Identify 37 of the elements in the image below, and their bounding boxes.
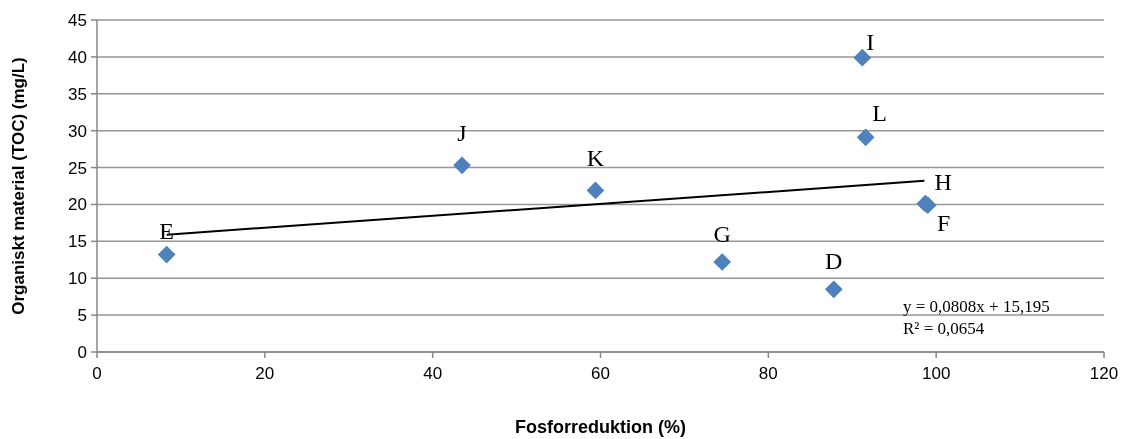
annotation: K [586,145,605,172]
x-tick-label: 100 [921,364,951,383]
annotation: H [934,168,952,195]
annotation: L [872,100,888,127]
x-tick-label: 20 [255,364,275,383]
annotation: I [866,28,875,55]
annotation: G [713,220,731,247]
annotation: F [937,210,951,237]
annotation: R² = 0,0654 [903,319,985,338]
y-axis-title: Organiskt material (TOC) (mg/L) [9,57,28,315]
point [453,156,471,175]
y-tick-label: 20 [68,195,87,215]
point [824,280,843,299]
y-tick-label: 30 [68,121,87,141]
annotation: D [825,248,843,275]
y-tick-label: 40 [68,47,87,67]
y-tick-label: 25 [68,158,87,178]
annotation: y = 0,0808x + 15,195 [903,297,1050,316]
point [713,253,732,271]
annotation: J [457,120,467,147]
point [157,245,176,264]
x-tick-label: 80 [758,364,778,383]
y-tick-label: 15 [68,232,87,252]
point [586,181,605,200]
y-tick-label: 35 [68,84,87,104]
x-tick-label: 0 [92,364,102,383]
point [856,128,875,147]
y-tick-label: 10 [68,269,87,289]
x-tick-label: 60 [591,364,610,383]
y-tick-label: 0 [77,342,87,362]
annotation: E [159,217,174,244]
x-tick-label: 120 [1089,364,1119,383]
y-tick-label: 5 [77,306,87,326]
y-tick-label: 45 [68,10,87,30]
x-tick-label: 40 [423,364,443,383]
x-axis-title: Fosforreduktion (%) [515,417,686,437]
point [853,48,872,67]
